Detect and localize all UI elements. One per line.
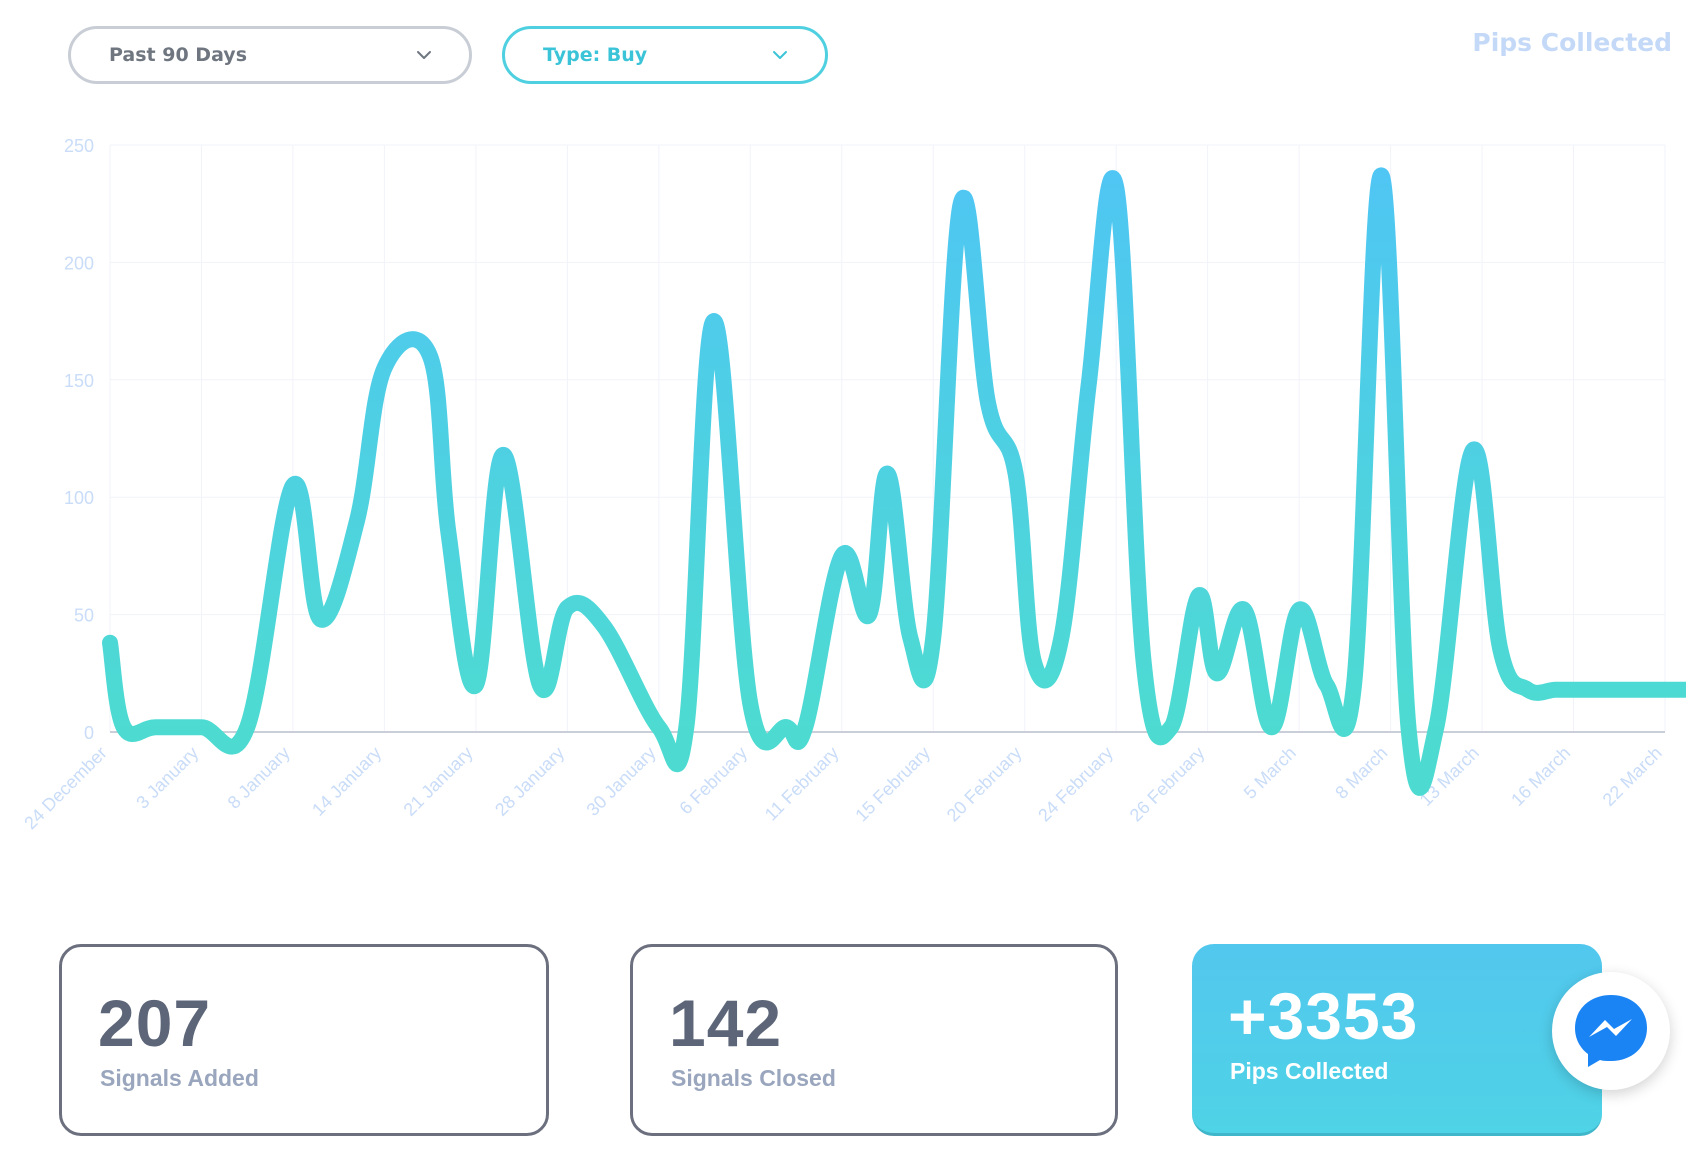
x-tick-label: 30 January — [583, 743, 660, 820]
signals-closed-label: Signals Closed — [671, 1065, 836, 1091]
y-tick-label: 150 — [64, 371, 94, 391]
pips-collected-card: +3353 Pips Collected — [1192, 944, 1602, 1136]
x-tick-label: 14 January — [308, 743, 385, 820]
x-tick-label: 8 March — [1331, 743, 1391, 803]
x-tick-label: 24 February — [1034, 743, 1117, 826]
signals-added-value: 207 — [98, 986, 212, 1060]
x-tick-label: 28 January — [491, 743, 568, 820]
x-tick-label: 20 February — [943, 743, 1026, 826]
chart-title: Pips Collected — [1472, 28, 1672, 57]
y-tick-label: 50 — [74, 606, 94, 626]
messenger-icon — [1575, 995, 1647, 1067]
y-tick-label: 200 — [64, 253, 94, 273]
signals-closed-card: 142 Signals Closed — [630, 944, 1118, 1136]
messenger-chat-button[interactable] — [1552, 972, 1670, 1090]
signals-closed-value: 142 — [669, 986, 783, 1060]
pips-series-line — [102, 167, 1686, 796]
type-filter-label: Type: Buy — [543, 44, 648, 66]
x-tick-label: 21 January — [400, 743, 477, 820]
x-tick-label: 3 January — [132, 743, 202, 813]
x-tick-label: 16 March — [1507, 743, 1574, 810]
chevron-down-icon — [771, 46, 789, 64]
pips-collected-label: Pips Collected — [1230, 1058, 1389, 1084]
chart-grid — [109, 144, 1666, 732]
x-tick-label: 22 March — [1599, 743, 1666, 810]
date-range-label: Past 90 Days — [109, 44, 248, 66]
pips-collected-value: +3353 — [1228, 979, 1419, 1053]
date-range-dropdown[interactable]: Past 90 Days — [68, 26, 472, 84]
y-axis-ticks: 0 50 100 150 200 250 — [64, 136, 94, 743]
signals-added-card: 207 Signals Added — [59, 944, 549, 1136]
x-tick-label: 26 February — [1126, 743, 1209, 826]
y-tick-label: 250 — [64, 136, 94, 156]
chevron-down-icon — [415, 46, 433, 64]
x-tick-label: 15 February — [851, 743, 934, 826]
type-filter-dropdown[interactable]: Type: Buy — [502, 26, 828, 84]
signals-added-label: Signals Added — [100, 1065, 259, 1091]
y-tick-label: 100 — [64, 488, 94, 508]
x-tick-label: 11 February — [761, 743, 843, 825]
x-tick-label: 24 December — [20, 743, 111, 834]
x-tick-label: 5 March — [1240, 743, 1300, 803]
y-tick-label: 0 — [84, 723, 94, 743]
